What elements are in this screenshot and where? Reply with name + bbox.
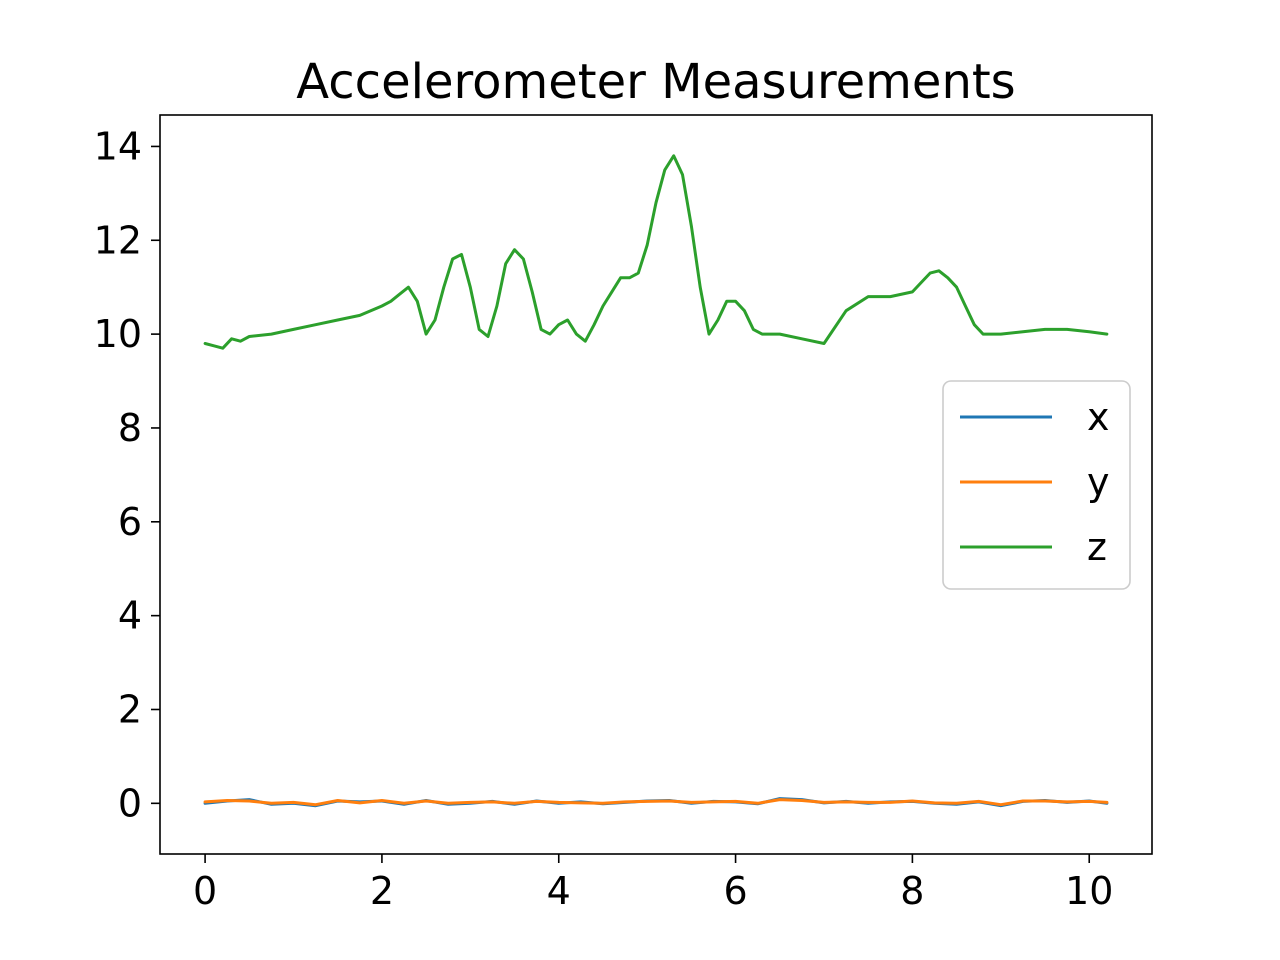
y-tick-label: 0 — [118, 781, 142, 825]
y-tick-label: 2 — [118, 687, 142, 731]
legend-label-y: y — [1087, 460, 1110, 504]
legend: xyz — [942, 380, 1131, 590]
chart-title: Accelerometer Measurements — [296, 54, 1015, 110]
x-tick-label: 4 — [547, 869, 571, 913]
x-tick-label: 0 — [193, 869, 217, 913]
y-tick-label: 14 — [94, 124, 142, 168]
series-line-y — [203, 798, 1109, 807]
series-line-z — [203, 154, 1109, 350]
x-tick-label: 10 — [1065, 869, 1113, 913]
x-tick-label: 2 — [370, 869, 394, 913]
x-tick-label: 6 — [723, 869, 747, 913]
y-tick-label: 4 — [118, 594, 142, 638]
y-axis: 0 2 4 6 8 10 12 14 — [94, 124, 160, 825]
x-tick-label: 8 — [900, 869, 924, 913]
y-tick-label: 12 — [94, 218, 142, 262]
legend-label-x: x — [1087, 395, 1110, 439]
series-layer — [203, 154, 1109, 808]
legend-box — [942, 380, 1131, 590]
y-tick-label: 8 — [118, 406, 142, 450]
y-tick-label: 10 — [94, 312, 142, 356]
plot-area-frame — [159, 114, 1153, 855]
x-axis: 0 2 4 6 8 10 — [193, 854, 1113, 913]
legend-label-z: z — [1087, 525, 1107, 569]
y-tick-label: 6 — [118, 500, 142, 544]
